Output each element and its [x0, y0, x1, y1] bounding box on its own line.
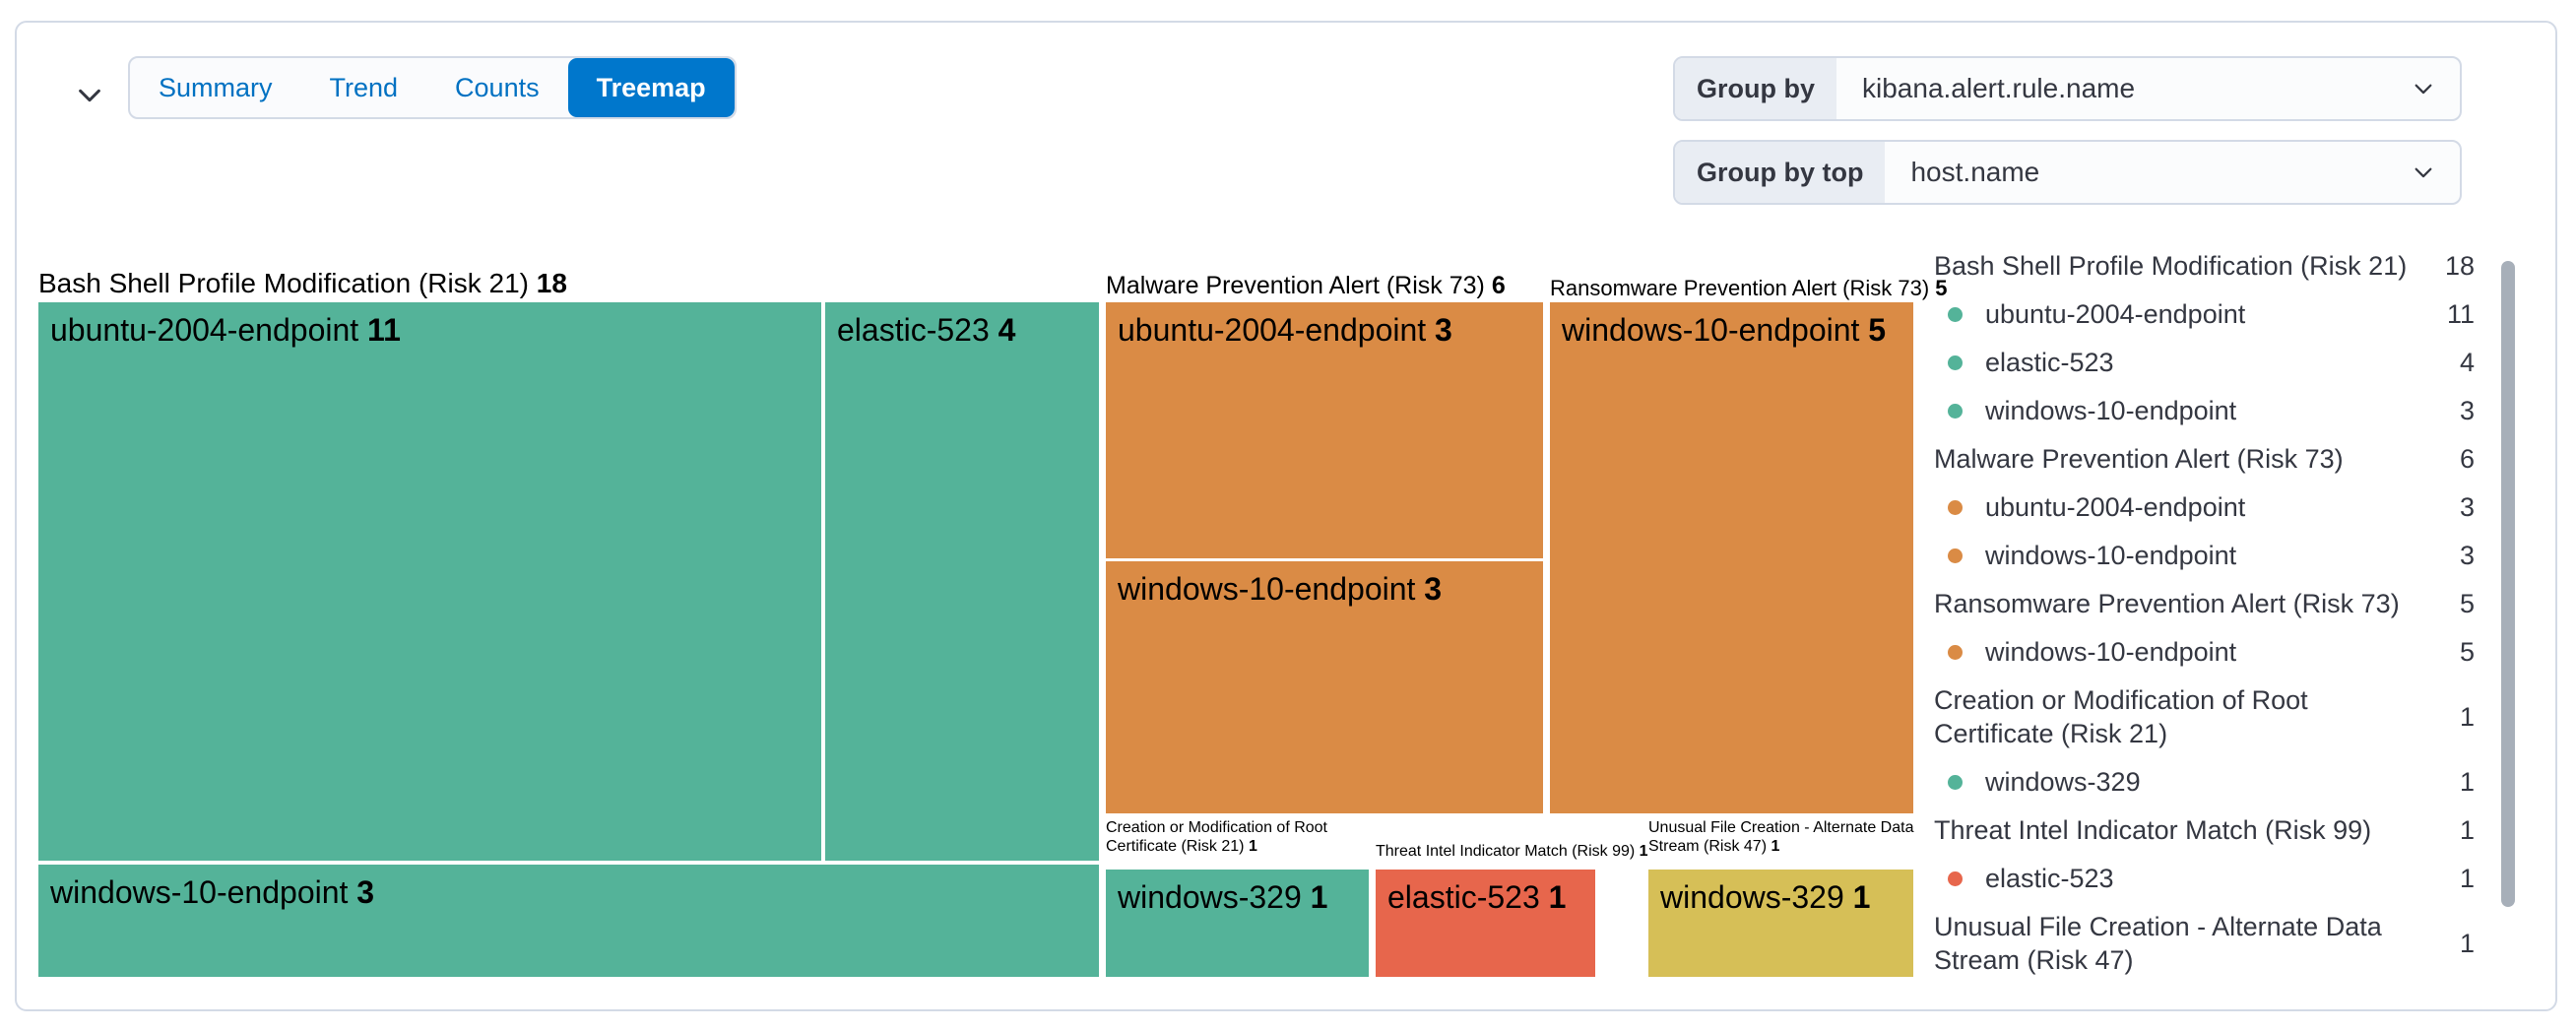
treemap-tile[interactable]: windows-329 1 — [1648, 870, 1913, 977]
treemap-tile[interactable]: ubuntu-2004-endpoint 11 — [38, 302, 821, 861]
legend-dot — [1948, 775, 1963, 790]
chevron-down-icon — [2411, 142, 2436, 203]
group-by-top-label: Group by top — [1675, 142, 1886, 203]
legend-dot — [1948, 645, 1963, 660]
legend-group-row: Bash Shell Profile Modification (Risk 21… — [1934, 251, 2475, 281]
treemap-tile[interactable]: windows-10-endpoint 5 — [1550, 302, 1913, 813]
treemap-tile[interactable]: windows-10-endpoint 3 — [1106, 561, 1543, 813]
legend-host-row: windows-10-endpoint 3 — [1934, 539, 2475, 572]
tab-counts[interactable]: Counts — [426, 58, 568, 117]
legend-dot — [1948, 307, 1963, 322]
treemap-group-label: Bash Shell Profile Modification (Risk 21… — [38, 268, 567, 298]
group-by-top-value[interactable]: host.name — [1910, 157, 2040, 187]
collapse-section-button[interactable] — [64, 70, 115, 121]
group-by-value[interactable]: kibana.alert.rule.name — [1862, 73, 2136, 103]
legend-dot — [1948, 548, 1963, 563]
legend-dot — [1948, 404, 1963, 419]
tab-treemap[interactable]: Treemap — [567, 58, 735, 117]
treemap-group-label: Ransomware Prevention Alert (Risk 73) 5 — [1550, 276, 1948, 300]
chart-view-tabs: Summary Trend Counts Treemap — [128, 56, 737, 119]
legend-scrollbar[interactable] — [2501, 261, 2515, 907]
legend-dot — [1948, 500, 1963, 515]
treemap-group-label: Threat Intel Indicator Match (Risk 99) 1 — [1376, 843, 1648, 860]
group-by-top-select[interactable]: Group by top host.name — [1673, 140, 2462, 205]
tab-trend[interactable]: Trend — [301, 58, 427, 117]
legend-dot — [1948, 871, 1963, 886]
legend-dot — [1948, 355, 1963, 370]
treemap-group-label: Malware Prevention Alert (Risk 73) 6 — [1106, 272, 1506, 299]
group-by-label: Group by — [1675, 58, 1836, 119]
treemap-tile[interactable]: elastic-523 1 — [1376, 870, 1595, 977]
legend-host-row: elastic-523 4 — [1934, 346, 2475, 379]
treemap-tile[interactable]: windows-10-endpoint 3 — [38, 865, 1099, 977]
treemap-tile[interactable]: windows-329 1 — [1106, 870, 1369, 977]
treemap-tile[interactable]: elastic-523 4 — [825, 302, 1099, 861]
legend-group-row: Creation or Modification of Root Certifi… — [1934, 685, 2475, 748]
legend-host-row: elastic-523 1 — [1934, 862, 2475, 895]
treemap-group-label: Creation or Modification of Root Certifi… — [1106, 819, 1327, 856]
legend-group-row: Malware Prevention Alert (Risk 73) 6 — [1934, 444, 2475, 474]
legend-group-row: Threat Intel Indicator Match (Risk 99) 1 — [1934, 815, 2475, 845]
legend-host-row: ubuntu-2004-endpoint 11 — [1934, 297, 2475, 331]
alerts-panel: Summary Trend Counts Treemap Group by ki… — [15, 21, 2557, 1011]
legend-group-row: Unusual File Creation - Alternate Data S… — [1934, 912, 2475, 975]
legend-host-row: windows-10-endpoint 5 — [1934, 635, 2475, 669]
legend-host-row: windows-329 1 — [1934, 765, 2475, 799]
treemap-tile[interactable]: ubuntu-2004-endpoint 3 — [1106, 302, 1543, 558]
legend-host-row: windows-10-endpoint 3 — [1934, 394, 2475, 427]
tab-summary[interactable]: Summary — [130, 58, 301, 117]
treemap-legend: Bash Shell Profile Modification (Risk 21… — [1934, 249, 2475, 992]
legend-host-row: ubuntu-2004-endpoint 3 — [1934, 490, 2475, 524]
treemap-group-label: Unusual File Creation - Alternate Data S… — [1648, 819, 1914, 856]
legend-group-row: Ransomware Prevention Alert (Risk 73) 5 — [1934, 589, 2475, 618]
group-by-select[interactable]: Group by kibana.alert.rule.name — [1673, 56, 2462, 121]
chevron-down-icon — [75, 81, 104, 110]
chevron-down-icon — [2411, 58, 2436, 119]
